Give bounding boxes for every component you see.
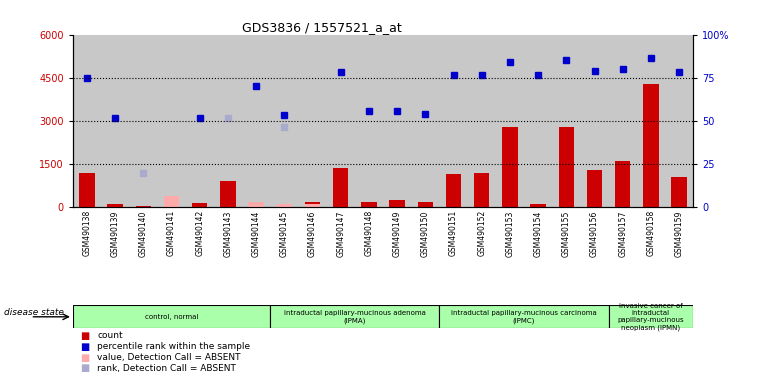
Bar xyxy=(389,200,405,207)
Bar xyxy=(73,305,270,328)
Bar xyxy=(552,35,581,207)
Bar xyxy=(185,35,214,207)
Bar xyxy=(530,204,546,207)
Bar xyxy=(587,170,602,207)
Bar xyxy=(355,35,383,207)
Bar xyxy=(440,35,467,207)
Bar xyxy=(129,35,157,207)
Bar xyxy=(214,35,242,207)
Text: value, Detection Call = ABSENT: value, Detection Call = ABSENT xyxy=(97,353,241,362)
Bar xyxy=(333,169,349,207)
Bar xyxy=(157,35,185,207)
Bar xyxy=(609,305,693,328)
Bar xyxy=(73,35,101,207)
Text: rank, Detection Call = ABSENT: rank, Detection Call = ABSENT xyxy=(97,364,236,373)
Bar xyxy=(270,305,440,328)
Text: count: count xyxy=(97,331,123,341)
Bar xyxy=(299,35,326,207)
Bar xyxy=(411,35,440,207)
Text: ■: ■ xyxy=(80,363,90,373)
Bar xyxy=(79,173,95,207)
Text: GDS3836 / 1557521_a_at: GDS3836 / 1557521_a_at xyxy=(242,21,401,34)
Bar xyxy=(305,202,320,207)
Bar xyxy=(671,177,687,207)
Bar xyxy=(136,206,151,207)
Bar xyxy=(524,35,552,207)
Bar xyxy=(383,35,411,207)
Bar xyxy=(502,127,518,207)
Text: disease state: disease state xyxy=(4,308,64,318)
Bar xyxy=(242,35,270,207)
Bar xyxy=(581,35,609,207)
Text: intraductal papillary-mucinous adenoma
(IPMA): intraductal papillary-mucinous adenoma (… xyxy=(284,310,426,324)
Bar xyxy=(417,202,433,207)
Bar xyxy=(467,35,496,207)
Bar xyxy=(107,204,123,207)
Bar xyxy=(326,35,355,207)
Bar xyxy=(192,203,208,207)
Text: ■: ■ xyxy=(80,331,90,341)
Bar xyxy=(305,204,320,207)
Text: ■: ■ xyxy=(80,342,90,352)
Bar xyxy=(101,35,129,207)
Bar xyxy=(496,35,524,207)
Bar xyxy=(643,84,659,207)
Bar xyxy=(361,202,377,207)
Bar xyxy=(248,202,264,207)
Text: ■: ■ xyxy=(80,353,90,362)
Bar xyxy=(615,161,630,207)
Text: intraductal papillary-mucinous carcinoma
(IPMC): intraductal papillary-mucinous carcinoma… xyxy=(451,310,597,324)
Text: control, normal: control, normal xyxy=(145,314,198,320)
Bar xyxy=(164,196,179,207)
Bar xyxy=(609,35,637,207)
Bar xyxy=(446,174,461,207)
Bar xyxy=(558,127,574,207)
Bar xyxy=(440,305,609,328)
Bar xyxy=(220,182,236,207)
Bar xyxy=(665,35,693,207)
Bar xyxy=(637,35,665,207)
Text: percentile rank within the sample: percentile rank within the sample xyxy=(97,342,250,351)
Text: invasive cancer of
intraductal
papillary-mucinous
neoplasm (IPMN): invasive cancer of intraductal papillary… xyxy=(617,303,684,331)
Bar xyxy=(277,204,292,207)
Bar xyxy=(474,173,489,207)
Bar xyxy=(270,35,299,207)
